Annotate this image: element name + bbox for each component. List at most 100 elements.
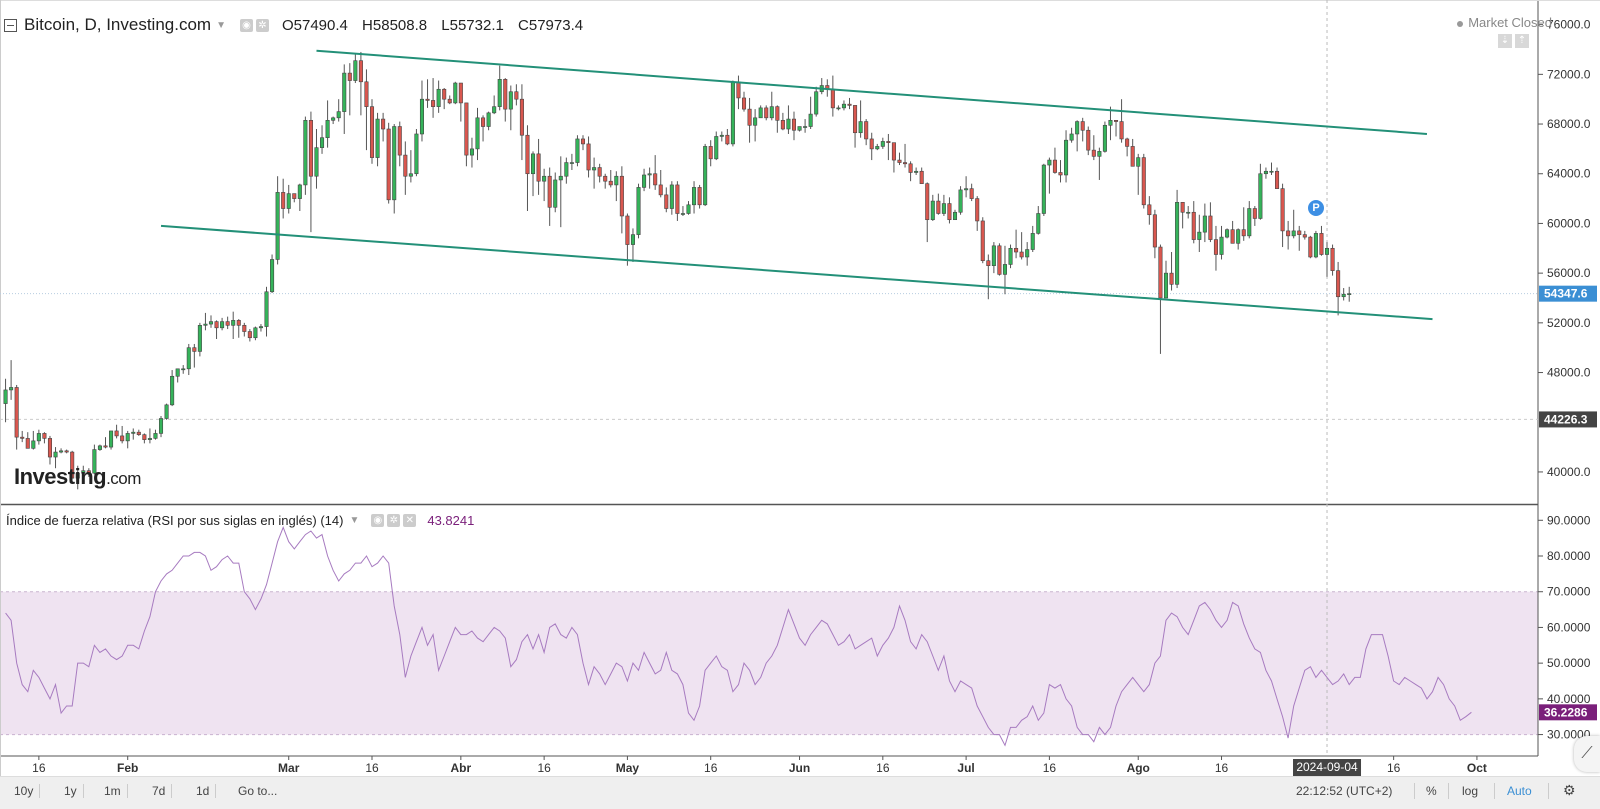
candle-body: [803, 126, 808, 128]
candle-up: [614, 171, 619, 202]
candle-up: [1313, 230, 1318, 259]
chevron-down-icon[interactable]: ▼: [349, 515, 360, 526]
log-toggle[interactable]: log: [1462, 784, 1479, 798]
price-tick-label: 40000.0: [1547, 465, 1591, 479]
candle-up: [1108, 106, 1113, 141]
auto-toggle[interactable]: Auto: [1507, 784, 1532, 798]
scroll-up-icon[interactable]: ⇡: [1515, 34, 1529, 48]
candle-down: [1191, 201, 1196, 244]
candle-body: [925, 183, 930, 221]
candle-body: [419, 98, 424, 135]
candle-body: [1197, 231, 1202, 240]
candle-body: [114, 430, 119, 437]
range-1m-button[interactable]: 1m: [98, 784, 128, 798]
candle-body: [547, 175, 552, 208]
range-10y-button[interactable]: 10y: [8, 784, 41, 798]
range-1d-button[interactable]: 1d: [190, 784, 217, 798]
candle-body: [1069, 133, 1074, 141]
candle-down: [447, 95, 452, 105]
gear-icon[interactable]: ✲: [255, 18, 269, 32]
candle-up: [991, 242, 996, 274]
symbol-title[interactable]: Bitcoin, D, Investing.com: [24, 15, 212, 34]
goto-button[interactable]: Go to...: [238, 784, 278, 798]
eye-icon[interactable]: ◉: [239, 18, 253, 32]
candle-up: [669, 181, 674, 215]
candle-up: [914, 167, 919, 175]
scroll-down-icon[interactable]: ⇣: [1498, 34, 1512, 48]
time-tick-label: Ago: [1127, 761, 1150, 775]
candle-down: [1252, 206, 1257, 226]
candle-body: [952, 211, 958, 221]
gear-icon[interactable]: ✲: [387, 514, 401, 527]
candle-body: [1058, 172, 1063, 176]
candle-down: [764, 105, 769, 121]
candle-up: [1247, 201, 1252, 239]
candle-down: [381, 112, 386, 142]
candle-down: [214, 320, 219, 339]
candle-up: [531, 151, 536, 197]
market-status: Market Closed: [1457, 15, 1552, 30]
drawing-tool-icon[interactable]: ⟋: [1574, 736, 1600, 772]
chevron-down-icon[interactable]: ▼: [216, 19, 226, 31]
candle-down: [514, 84, 519, 106]
candle-body: [103, 445, 108, 448]
candle-body: [808, 113, 813, 127]
candle-down: [308, 111, 313, 233]
candle-body: [1230, 229, 1235, 244]
collapse-icon[interactable]: [4, 18, 17, 32]
candle-up: [258, 324, 263, 332]
candle-up: [75, 465, 80, 490]
candle-down: [608, 170, 613, 188]
candle-down: [347, 63, 352, 116]
close-icon[interactable]: ✕: [403, 514, 417, 527]
eye-icon[interactable]: ◉: [371, 514, 385, 527]
candle-body: [1158, 246, 1163, 299]
candle-down: [1286, 220, 1291, 250]
settings-gear-icon[interactable]: ⚙: [1563, 782, 1576, 798]
candle-down: [1119, 99, 1124, 143]
candle-body: [658, 184, 663, 196]
candle-down: [1230, 220, 1235, 244]
candle-up: [175, 368, 180, 383]
candle-body: [1191, 211, 1196, 240]
candle-down: [675, 181, 680, 221]
candle-body: [1252, 208, 1257, 219]
range-7d-button[interactable]: 7d: [146, 784, 173, 798]
candle-body: [331, 117, 336, 121]
candle-body: [70, 451, 75, 479]
candle-body: [1247, 208, 1252, 237]
candle-body: [508, 91, 513, 110]
low-value: L55732.1: [441, 16, 504, 34]
candle-down: [725, 129, 730, 146]
candle-down: [1052, 147, 1057, 174]
candle-down: [442, 88, 447, 110]
rsi-title[interactable]: Índice de fuerza relativa (RSI por sus s…: [6, 513, 344, 528]
candle-body: [431, 100, 436, 107]
candle-down: [1141, 153, 1146, 209]
candle-up: [880, 137, 885, 149]
candle-up: [92, 444, 97, 475]
candle-body: [1136, 157, 1141, 167]
candle-body: [625, 215, 630, 245]
candle-down: [697, 184, 702, 209]
candle-body: [1186, 211, 1191, 214]
annotation-marker-icon[interactable]: P: [1308, 200, 1324, 216]
candle-body: [875, 146, 880, 150]
candle-body: [1347, 293, 1352, 295]
percent-toggle[interactable]: %: [1426, 784, 1437, 798]
candle-body: [692, 187, 697, 206]
candle-up: [353, 54, 358, 84]
time-tick-label: Feb: [117, 761, 138, 775]
range-1y-button[interactable]: 1y: [58, 784, 84, 798]
candle-body: [1119, 121, 1124, 140]
candle-up: [1036, 206, 1041, 235]
candle-body: [1341, 293, 1346, 298]
clock-readout[interactable]: 22:12:52 (UTC+2): [1296, 784, 1393, 798]
candle-body: [1336, 270, 1341, 298]
candle-body: [531, 153, 536, 175]
candle-body: [575, 138, 580, 163]
candle-up: [9, 360, 14, 400]
separator: [1548, 783, 1549, 799]
candle-up: [686, 201, 691, 215]
